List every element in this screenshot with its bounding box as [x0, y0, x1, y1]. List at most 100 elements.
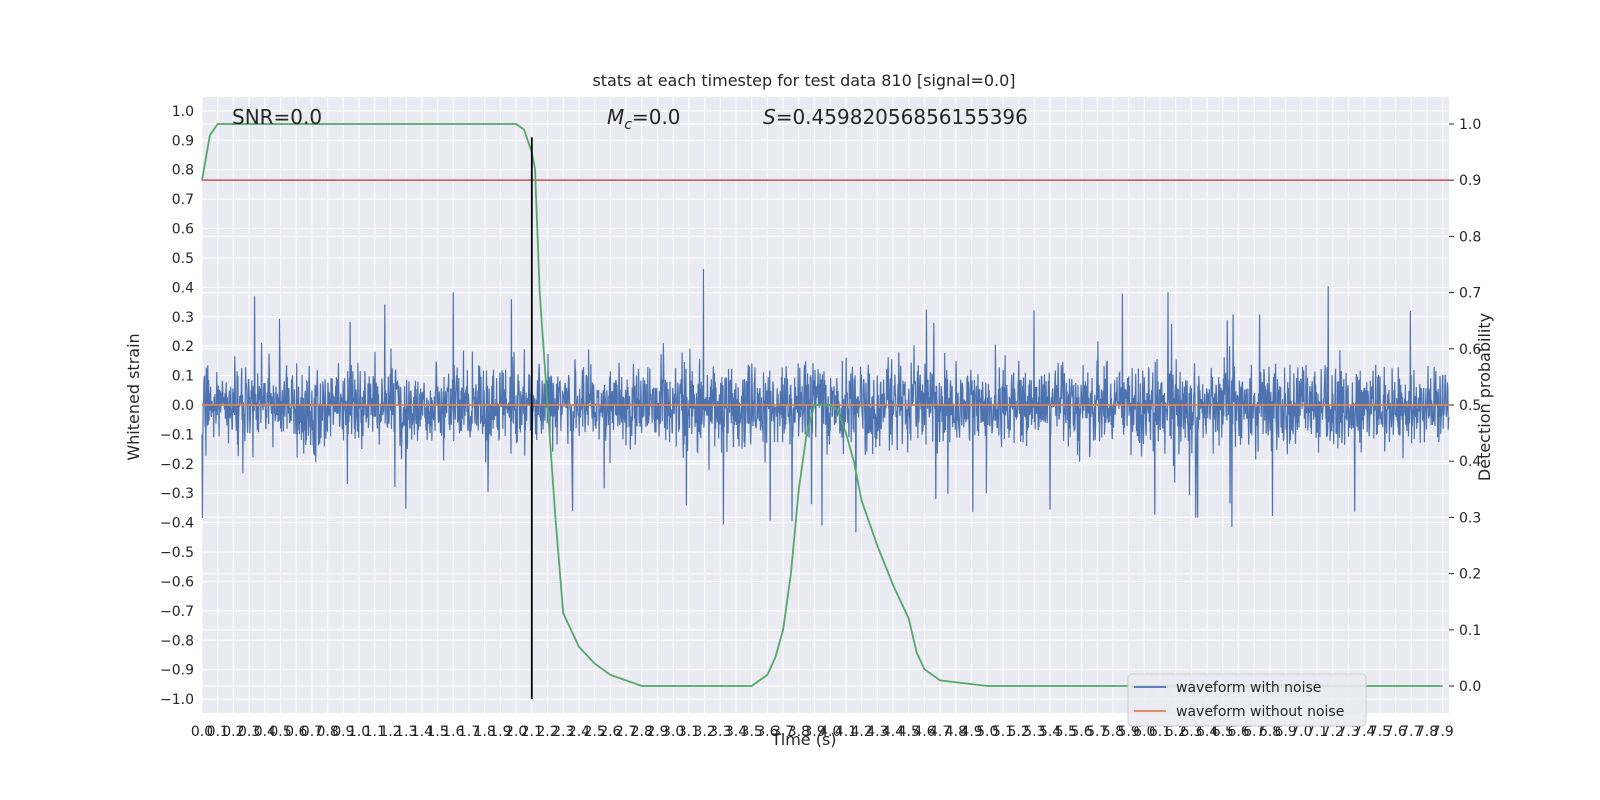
x-tick-label: 6.4: [1196, 724, 1218, 740]
x-tick-label: 5.6: [1070, 724, 1092, 740]
x-tick-label: 0.9: [332, 724, 354, 740]
x-tick-label: 6.8: [1259, 724, 1281, 740]
y2-tick-label: 1.0: [1459, 117, 1481, 133]
x-tick-label: 5.0: [976, 724, 998, 740]
x-tick-label: 0.0: [191, 724, 213, 740]
x-tick-label: 6.6: [1227, 724, 1249, 740]
x-tick-label: 6.2: [1165, 724, 1187, 740]
annotation-score: S=0.45982056856155396: [763, 105, 1028, 129]
x-tick-label: 7.4: [1353, 724, 1375, 740]
y-tick-label: 0.7: [172, 192, 194, 208]
annotation-snr: SNR=0.0: [232, 105, 322, 129]
x-tick-label: 0.8: [317, 724, 339, 740]
x-tick-label: 2.8: [631, 724, 653, 740]
y2-tick-label: 0.4: [1459, 454, 1481, 470]
x-tick-label: 1.2: [379, 724, 401, 740]
x-tick-label: 7.8: [1416, 724, 1438, 740]
x-tick-label: 4.1: [835, 724, 857, 740]
x-axis-label: Time (s): [770, 730, 836, 749]
x-tick-label: 4.3: [866, 724, 888, 740]
x-tick-label: 3.7: [772, 724, 794, 740]
y-tick-label: −0.6: [160, 574, 194, 590]
y-tick-label: 0.9: [172, 133, 194, 149]
y-tick-labels: −1.0 −0.9 −0.8 −0.7 −0.6 −0.5 −0.4 −0.3 −0.2 −0.1…: [160, 104, 194, 708]
y-tick-label: 0.5: [172, 251, 194, 267]
y2-tick-label: 0.2: [1459, 567, 1481, 583]
x-tick-label: 2.3: [552, 724, 574, 740]
series-waveform-with-noise: [201, 269, 1450, 533]
y-tick-label: −0.2: [160, 457, 194, 473]
x-tick-label: 3.6: [756, 724, 778, 740]
annotation-chirp-mass: Mc=0.0: [607, 105, 681, 133]
x-tick-label: 7.6: [1384, 724, 1406, 740]
x-tick-label: 7.5: [1369, 724, 1391, 740]
x-tick-label: 2.6: [599, 724, 621, 740]
y-tick-label: 0.8: [172, 163, 194, 179]
series-layer: [201, 123, 1450, 700]
x-tick-labels: 0.00.10.20.30.40.50.60.70.80.91.01.11.21…: [191, 724, 1454, 740]
x-tick-label: 5.9: [1117, 724, 1139, 740]
x-tick-label: 4.9: [960, 724, 982, 740]
y2-tick-label: 0.0: [1459, 679, 1481, 695]
y2-tick-label: 0.8: [1459, 229, 1481, 245]
x-tick-label: 3.5: [741, 724, 763, 740]
x-tick-label: 6.7: [1243, 724, 1265, 740]
x-tick-label: 7.2: [1322, 724, 1344, 740]
y-tick-label: −0.3: [160, 486, 194, 502]
x-tick-label: 6.5: [1212, 724, 1234, 740]
x-tick-label: 0.5: [269, 724, 291, 740]
legend-label-clean: waveform without noise: [1176, 704, 1344, 720]
x-tick-label: 3.9: [803, 724, 825, 740]
x-tick-label: 1.8: [474, 724, 496, 740]
x-tick-label: 1.4: [411, 724, 433, 740]
x-tick-label: 3.3: [709, 724, 731, 740]
x-tick-label: 4.2: [850, 724, 872, 740]
y-tick-label: 0.4: [172, 280, 194, 296]
x-tick-label: 1.6: [442, 724, 464, 740]
x-tick-label: 3.4: [725, 724, 747, 740]
x-tick-label: 5.2: [1008, 724, 1030, 740]
x-tick-label: 2.1: [521, 724, 543, 740]
x-tick-label: 2.0: [505, 724, 527, 740]
y2-tick-labels: 0.0 0.1 0.2 0.3 0.4 0.5 0.6 0.7 0.8 0.9 1.0: [1449, 117, 1481, 695]
x-tick-label: 5.5: [1055, 724, 1077, 740]
x-tick-label: 4.7: [929, 724, 951, 740]
x-tick-label: 0.3: [238, 724, 260, 740]
x-tick-label: 5.7: [1086, 724, 1108, 740]
y-tick-label: −0.5: [160, 545, 194, 561]
x-tick-label: 0.2: [222, 724, 244, 740]
x-tick-label: 1.7: [458, 724, 480, 740]
series-detection-probability: [201, 123, 1443, 687]
x-tick-label: 7.1: [1306, 724, 1328, 740]
x-tick-label: 1.0: [348, 724, 370, 740]
x-tick-label: 0.4: [254, 724, 276, 740]
x-tick-label: 2.7: [615, 724, 637, 740]
x-tick-label: 0.6: [285, 724, 307, 740]
chart-title: stats at each timestep for test data 810…: [592, 71, 1015, 90]
x-tick-label: 1.3: [395, 724, 417, 740]
x-tick-label: 6.3: [1180, 724, 1202, 740]
x-tick-label: 5.4: [1039, 724, 1061, 740]
y2-tick-label: 0.5: [1459, 398, 1481, 414]
x-tick-label: 2.5: [583, 724, 605, 740]
x-tick-label: 0.7: [301, 724, 323, 740]
y2-axis-label: Detection probability: [1475, 313, 1494, 481]
y-tick-label: 0.0: [172, 398, 194, 414]
x-tick-label: 0.1: [207, 724, 229, 740]
legend-label-noise: waveform with noise: [1176, 680, 1321, 696]
y-tick-label: −0.7: [160, 604, 194, 620]
x-tick-label: 1.9: [489, 724, 511, 740]
x-tick-label: 6.9: [1275, 724, 1297, 740]
y2-tick-label: 0.9: [1459, 173, 1481, 189]
y-tick-label: −1.0: [160, 692, 194, 708]
y-tick-label: 0.6: [172, 222, 194, 238]
x-tick-label: 1.1: [364, 724, 386, 740]
y-tick-label: −0.4: [160, 516, 194, 532]
legend-box: [1127, 673, 1367, 727]
y-tick-label: 0.2: [172, 339, 194, 355]
x-tick-label: 7.0: [1290, 724, 1312, 740]
x-tick-label: 7.9: [1432, 724, 1454, 740]
y-tick-label: 0.1: [172, 369, 194, 385]
x-tick-label: 4.6: [913, 724, 935, 740]
x-tick-label: 7.3: [1337, 724, 1359, 740]
